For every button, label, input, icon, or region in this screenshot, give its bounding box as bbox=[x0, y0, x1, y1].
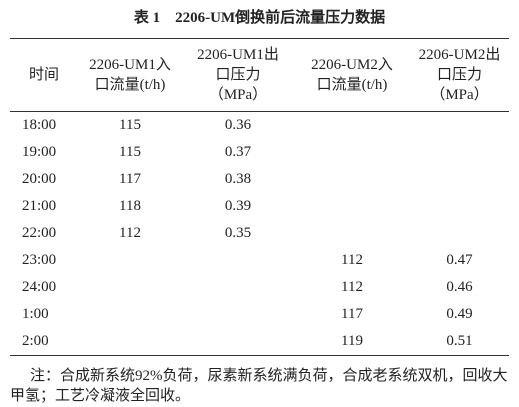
value-cell: 0.36 bbox=[224, 117, 252, 133]
value-cell: 117 bbox=[119, 171, 141, 187]
table-row: 2:00 119 0.51 bbox=[10, 328, 509, 356]
value-cell: 117 bbox=[341, 306, 363, 322]
table-row: 23:00 112 0.47 bbox=[10, 247, 509, 274]
value-cell: 0.47 bbox=[446, 252, 473, 268]
value-cell bbox=[78, 247, 182, 274]
value-cell bbox=[410, 193, 509, 220]
value-cell bbox=[182, 328, 294, 356]
header-line: 时间 bbox=[28, 67, 59, 83]
time-cell: 18:00 bbox=[22, 117, 57, 133]
header-line: 2206-UM2出 bbox=[418, 47, 501, 63]
time-cell: 24:00 bbox=[22, 279, 57, 295]
value-cell bbox=[78, 328, 182, 356]
value-cell: 112 bbox=[341, 252, 363, 268]
header-line: （MPa） bbox=[208, 87, 268, 103]
table-note: 注：合成新系统92%负荷，尿素新系统满负荷，合成老系统双机，回收大甲氢；工艺冷凝… bbox=[10, 368, 508, 404]
value-cell: 0.38 bbox=[224, 171, 252, 187]
time-cell: 20:00 bbox=[22, 171, 57, 187]
value-cell bbox=[182, 274, 294, 301]
value-cell: 118 bbox=[119, 198, 141, 214]
value-cell bbox=[410, 139, 509, 166]
time-cell: 2:00 bbox=[22, 333, 49, 349]
header-cell: 时间 bbox=[10, 39, 78, 112]
time-cell: 1:00 bbox=[22, 306, 49, 322]
value-cell: 119 bbox=[341, 333, 363, 349]
table-body: 18:00 115 0.36 19:00 115 0.37 20:00 117 0.38 21:0… bbox=[10, 112, 509, 356]
header-row: 时间 2206-UM1入 口流量(t/h) 2206-UM1出 口压力 （MPa） 2206… bbox=[10, 38, 509, 112]
value-cell: 112 bbox=[119, 225, 141, 241]
value-cell: 115 bbox=[119, 144, 141, 160]
header-line: 口流量(t/h) bbox=[316, 77, 388, 93]
value-cell bbox=[294, 220, 410, 247]
value-cell bbox=[294, 112, 410, 140]
value-cell bbox=[410, 220, 509, 247]
value-cell: 115 bbox=[119, 117, 141, 133]
table-header: 时间 2206-UM1入 口流量(t/h) 2206-UM1出 口压力 （MPa） 2206… bbox=[10, 38, 509, 112]
header-line: 口压力 bbox=[436, 67, 482, 83]
value-cell bbox=[78, 274, 182, 301]
table-row: 1:00 117 0.49 bbox=[10, 301, 509, 328]
table-row: 19:00 115 0.37 bbox=[10, 139, 509, 166]
value-cell: 0.39 bbox=[224, 198, 252, 214]
table-row: 22:00 112 0.35 bbox=[10, 220, 509, 247]
value-cell: 0.51 bbox=[446, 333, 473, 349]
header-cell: 2206-UM1出 口压力 （MPa） bbox=[182, 39, 294, 112]
value-cell bbox=[410, 166, 509, 193]
header-line: （MPa） bbox=[430, 87, 489, 103]
value-cell bbox=[182, 247, 294, 274]
value-cell bbox=[410, 112, 509, 140]
header-line: 口流量(t/h) bbox=[94, 77, 166, 93]
time-cell: 19:00 bbox=[22, 144, 57, 160]
value-cell: 0.46 bbox=[446, 279, 473, 295]
header-line: 2206-UM2入 bbox=[311, 57, 393, 73]
data-table: 时间 2206-UM1入 口流量(t/h) 2206-UM1出 口压力 （MPa） 2206… bbox=[10, 38, 509, 356]
value-cell: 0.35 bbox=[224, 225, 252, 241]
value-cell bbox=[294, 139, 410, 166]
value-cell: 112 bbox=[341, 279, 363, 295]
table-row: 20:00 117 0.38 bbox=[10, 166, 509, 193]
table-row: 24:00 112 0.46 bbox=[10, 274, 509, 301]
header-line: 2206-UM1入 bbox=[89, 57, 171, 73]
value-cell: 0.37 bbox=[224, 144, 252, 160]
table-title: 表 1 2206-UM倒换前后流量压力数据 bbox=[133, 10, 386, 26]
header-cell: 2206-UM2出 口压力 （MPa） bbox=[410, 39, 509, 112]
time-cell: 23:00 bbox=[22, 252, 57, 268]
value-cell bbox=[182, 301, 294, 328]
time-cell: 21:00 bbox=[22, 198, 57, 214]
value-cell: 0.49 bbox=[446, 306, 473, 322]
header-line: 口压力 bbox=[215, 67, 261, 83]
value-cell bbox=[78, 301, 182, 328]
table-row: 18:00 115 0.36 bbox=[10, 112, 509, 140]
header-cell: 2206-UM1入 口流量(t/h) bbox=[78, 39, 182, 112]
header-line: 2206-UM1出 bbox=[197, 47, 279, 63]
header-cell: 2206-UM2入 口流量(t/h) bbox=[294, 39, 410, 112]
time-cell: 22:00 bbox=[22, 225, 57, 241]
value-cell bbox=[294, 166, 410, 193]
table-row: 21:00 118 0.39 bbox=[10, 193, 509, 220]
value-cell bbox=[294, 193, 410, 220]
